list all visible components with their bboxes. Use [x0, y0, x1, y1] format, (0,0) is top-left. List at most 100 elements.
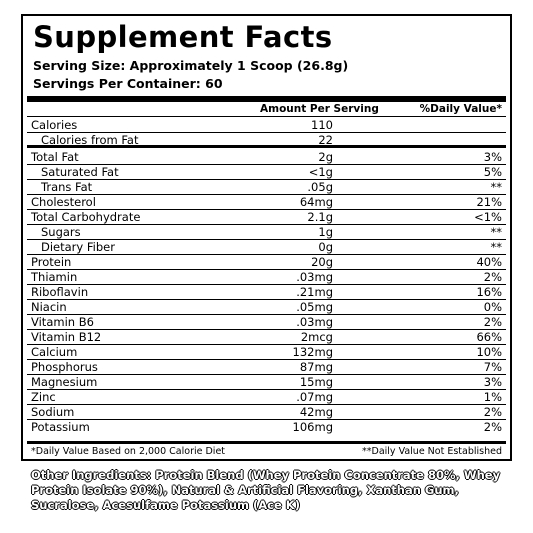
nutrient-amount: 110 [311, 118, 333, 132]
table-row: Sodium 42mg 2% [27, 405, 506, 420]
nutrient-name: Thiamin [31, 270, 78, 284]
nutrient-name: Riboflavin [31, 285, 89, 299]
row-divider [27, 389, 506, 390]
nutrient-name: Calories [31, 118, 78, 132]
nutrient-daily-value: 10% [476, 345, 502, 359]
header-divider [27, 116, 506, 117]
row-divider [27, 209, 506, 210]
nutrient-amount: .05g [307, 180, 333, 194]
nutrient-amount: .07mg [296, 390, 333, 404]
nutrient-daily-value: 7% [483, 360, 502, 374]
row-divider [27, 284, 506, 285]
row-divider [27, 224, 506, 225]
table-row: Niacin .05mg 0% [27, 300, 506, 315]
table-row: Phosphorus 87mg 7% [27, 360, 506, 375]
nutrient-daily-value: 1% [483, 390, 502, 404]
nutrient-daily-value: 3% [483, 150, 502, 164]
nutrient-name: Total Fat [31, 150, 79, 164]
table-row: Riboflavin .21mg 16% [27, 285, 506, 300]
other-ingredients: Other Ingredients: Protein Blend (Whey P… [31, 468, 501, 512]
supplement-facts-panel: Supplement Facts Serving Size: Approxima… [21, 14, 512, 461]
row-divider [27, 269, 506, 270]
nutrient-amount: 20g [311, 255, 333, 269]
table-row: Vitamin B12 2mcg 66% [27, 330, 506, 345]
table-row: Calories 110 [27, 118, 506, 133]
table-row: Dietary Fiber 0g ** [27, 240, 506, 255]
nutrient-amount: 0g [318, 240, 333, 254]
row-divider [27, 145, 506, 148]
nutrient-name: Calories from Fat [41, 133, 139, 147]
table-row: Trans Fat .05g ** [27, 180, 506, 195]
row-divider [27, 359, 506, 360]
nutrient-amount: 132mg [292, 345, 333, 359]
nutrient-daily-value: 2% [483, 405, 502, 419]
nutrient-amount: 106mg [292, 420, 333, 434]
nutrient-daily-value: ** [490, 225, 503, 239]
nutrient-name: Trans Fat [41, 180, 93, 194]
nutrient-amount: 42mg [299, 405, 333, 419]
row-divider [27, 299, 506, 300]
amount-per-serving-header: Amount Per Serving [260, 103, 379, 115]
nutrient-name: Sodium [31, 405, 75, 419]
row-divider [27, 419, 506, 420]
nutrient-name: Cholesterol [31, 195, 96, 209]
nutrient-daily-value: ** [490, 180, 503, 194]
nutrient-daily-value: 5% [483, 165, 502, 179]
nutrient-daily-value: 3% [483, 375, 502, 389]
nutrient-daily-value: 21% [476, 195, 502, 209]
nutrient-daily-value: 40% [476, 255, 502, 269]
row-divider [27, 132, 506, 133]
table-row: Magnesium 15mg 3% [27, 375, 506, 390]
row-divider [27, 179, 506, 180]
nutrient-amount: .05mg [296, 300, 333, 314]
nutrient-amount: 1g [318, 225, 333, 239]
nutrient-name: Phosphorus [31, 360, 98, 374]
daily-value-header: %Daily Value* [419, 103, 502, 115]
nutrient-amount: 15mg [299, 375, 333, 389]
nutrient-amount: <1g [308, 165, 333, 179]
table-row: Zinc .07mg 1% [27, 390, 506, 405]
nutrient-name: Vitamin B12 [31, 330, 102, 344]
table-row: Vitamin B6 .03mg 2% [27, 315, 506, 330]
label-title: Supplement Facts [33, 20, 333, 54]
nutrient-daily-value: ** [490, 240, 503, 254]
table-row: Calcium 132mg 10% [27, 345, 506, 360]
table-row: Cholesterol 64mg 21% [27, 195, 506, 210]
footnote-daily-value: *Daily Value Based on 2,000 Calorie Diet [31, 446, 226, 457]
nutrient-amount: .03mg [296, 270, 333, 284]
table-row: Saturated Fat <1g 5% [27, 165, 506, 180]
nutrient-amount: 2g [318, 150, 333, 164]
table-row: Sugars 1g ** [27, 225, 506, 240]
row-divider [27, 239, 506, 240]
nutrient-name: Potassium [31, 420, 90, 434]
table-row: Potassium 106mg 2% [27, 420, 506, 435]
nutrient-amount: .03mg [296, 315, 333, 329]
nutrient-daily-value: 2% [483, 315, 502, 329]
nutrient-amount: 87mg [299, 360, 333, 374]
nutrient-daily-value: 66% [476, 330, 502, 344]
nutrient-daily-value: 16% [476, 285, 502, 299]
row-divider [27, 314, 506, 315]
nutrient-name: Saturated Fat [41, 165, 119, 179]
nutrient-name: Zinc [31, 390, 56, 404]
nutrient-daily-value: 0% [483, 300, 502, 314]
serving-size: Serving Size: Approximately 1 Scoop (26.… [33, 58, 349, 73]
footnote-not-established: **Daily Value Not Established [362, 446, 502, 457]
nutrient-name: Sugars [41, 225, 81, 239]
row-divider [27, 254, 506, 255]
nutrient-name: Dietary Fiber [41, 240, 115, 254]
nutrient-amount: 2mcg [300, 330, 333, 344]
nutrient-name: Magnesium [31, 375, 98, 389]
nutrient-name: Calcium [31, 345, 78, 359]
nutrient-daily-value: 2% [483, 420, 502, 434]
nutrient-daily-value: <1% [474, 210, 502, 224]
nutrient-name: Total Carbohydrate [31, 210, 141, 224]
row-divider [27, 164, 506, 165]
nutrient-daily-value: 2% [483, 270, 502, 284]
thick-divider [27, 96, 506, 102]
row-divider [27, 329, 506, 330]
table-row: Total Carbohydrate 2.1g <1% [27, 210, 506, 225]
row-divider [27, 344, 506, 345]
nutrient-name: Vitamin B6 [31, 315, 94, 329]
nutrient-amount: 22 [318, 133, 333, 147]
